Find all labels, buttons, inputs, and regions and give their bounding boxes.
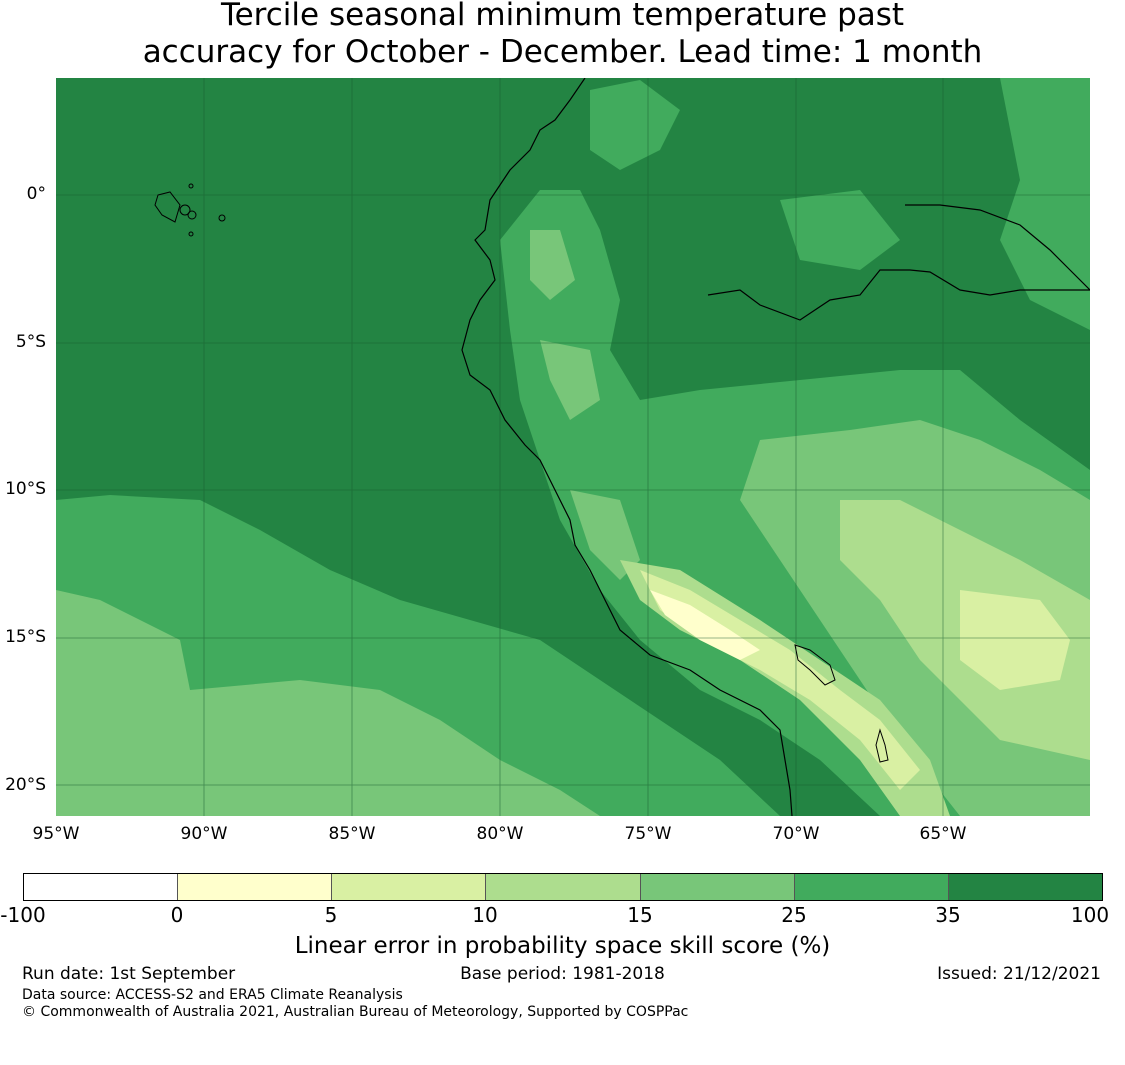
colorbar-tick: 35 — [935, 903, 961, 927]
lat-label-15s: 15°S — [5, 627, 46, 647]
colorbar-label: Linear error in probability space skill … — [294, 933, 831, 959]
colorbar-tick: 25 — [781, 903, 807, 927]
amazon-river-north — [905, 204, 1090, 291]
skill-region-0-5-core — [650, 590, 760, 660]
coastline — [461, 78, 793, 816]
skill-region-25-35-nw — [590, 80, 680, 170]
skill-region-15-25-ocean-south — [56, 590, 600, 816]
colorbar-segment — [794, 874, 949, 900]
lat-label-10s: 10°S — [5, 479, 46, 499]
lat-label-20s: 20°S — [5, 775, 46, 795]
colorbar-segment — [948, 874, 1102, 900]
skill-region-15-25-coast-strip — [570, 490, 640, 580]
lon-label-90w: 90°W — [180, 824, 228, 844]
colorbar — [23, 873, 1103, 901]
colorbar-tick: 15 — [627, 903, 653, 927]
data-source: Data source: ACCESS-S2 and ERA5 Climate … — [22, 987, 403, 1003]
skill-region-15-25-peru — [540, 340, 600, 420]
lat-label-5s: 5°S — [15, 332, 46, 352]
galapagos-islands — [154, 183, 226, 237]
lon-label-95w: 95°W — [32, 824, 80, 844]
amazon-river — [707, 269, 1090, 321]
colorbar-segment — [332, 874, 487, 900]
colorbar-tick: -100 — [0, 903, 46, 927]
colorbar-tick: 5 — [324, 903, 338, 927]
lon-label-65w: 65°W — [919, 824, 967, 844]
map-title-line-2: accuracy for October - December. Lead ti… — [142, 34, 983, 70]
map-title-line-1: Tercile seasonal minimum temperature pas… — [220, 0, 905, 33]
graticule — [56, 78, 1090, 816]
colorbar-tick: 10 — [472, 903, 498, 927]
run-date: Run date: 1st September — [22, 964, 236, 984]
issued-date: Issued: 21/12/2021 — [937, 964, 1101, 984]
skill-region-25-35-center — [780, 190, 900, 270]
base-period: Base period: 1981-2018 — [460, 964, 665, 984]
lake-poopo — [875, 728, 889, 763]
skill-region-5-10-east — [960, 590, 1070, 690]
copyright: © Commonwealth of Australia 2021, Austra… — [22, 1004, 689, 1020]
colorbar-segment — [24, 874, 179, 900]
colorbar-segment — [640, 874, 795, 900]
lake-titicaca — [794, 644, 836, 686]
colorbar-segment — [178, 874, 333, 900]
lon-label-85w: 85°W — [328, 824, 376, 844]
colorbar-segment — [486, 874, 641, 900]
colorbar-tick: 100 — [1070, 903, 1110, 927]
lon-label-80w: 80°W — [476, 824, 524, 844]
colorbar-tick: 0 — [170, 903, 184, 927]
lon-label-70w: 70°W — [772, 824, 820, 844]
lat-label-0: 0° — [26, 184, 46, 204]
lon-label-75w: 75°W — [624, 824, 672, 844]
skill-region-15-25-ecuador — [530, 230, 575, 300]
